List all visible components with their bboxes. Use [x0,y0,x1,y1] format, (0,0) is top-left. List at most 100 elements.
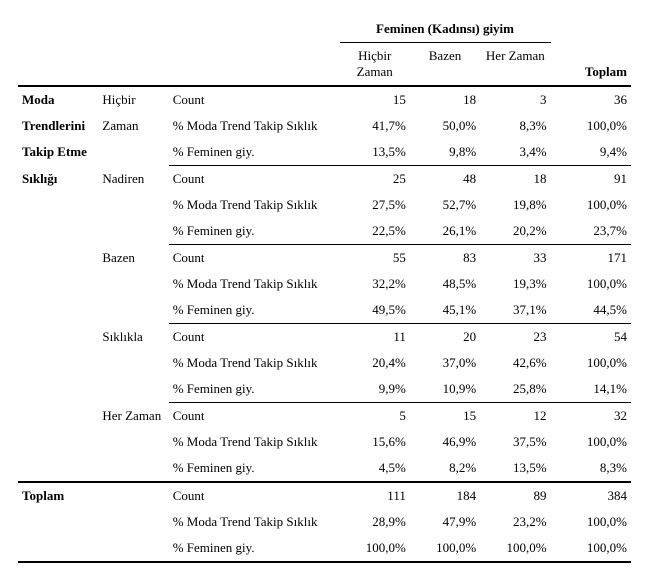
metric-count: Count [169,324,340,351]
cell: 52,7% [410,192,480,218]
cell: 44,5% [551,297,631,324]
metric-pct-fem: % Feminen giy. [169,297,340,324]
cell: 48 [410,166,480,193]
cell: 23,2% [480,509,550,535]
cell: 37,0% [410,350,480,376]
cell: 54 [551,324,631,351]
metric-count: Count [169,86,340,113]
cell: 37,1% [480,297,550,324]
metric-count: Count [169,245,340,272]
cell: 47,9% [410,509,480,535]
cell: 23 [480,324,550,351]
cell: 41,7% [340,113,410,139]
cell: 171 [551,245,631,272]
metric-pct-fem: % Feminen giy. [169,455,340,482]
col-header-3: Her Zaman [480,43,550,87]
cell: 8,2% [410,455,480,482]
cell: 10,9% [410,376,480,403]
cell: 27,5% [340,192,410,218]
cell: 15 [340,86,410,113]
cell: 55 [340,245,410,272]
cell: 100,0% [551,113,631,139]
group-4-label-0: Her Zaman [98,403,168,430]
cell: 8,3% [480,113,550,139]
cell: 100,0% [551,350,631,376]
cell: 100,0% [480,535,550,562]
metric-count: Count [169,166,340,193]
metric-count: Count [169,482,340,509]
cell: 33 [480,245,550,272]
crosstab-table: Feminen (Kadınsı) giyim Hiçbir Zaman Baz… [18,16,631,563]
metric-pct-trend: % Moda Trend Takip Sıklık [169,192,340,218]
cell: 13,5% [340,139,410,166]
cell: 20,2% [480,218,550,245]
metric-pct-trend: % Moda Trend Takip Sıklık [169,509,340,535]
cell: 5 [340,403,410,430]
cell: 13,5% [480,455,550,482]
cell: 100,0% [551,509,631,535]
metric-pct-trend: % Moda Trend Takip Sıklık [169,350,340,376]
cell: 15 [410,403,480,430]
group-0-label-0: Hiçbir [98,86,168,113]
cell: 45,1% [410,297,480,324]
cell: 11 [340,324,410,351]
cell: 19,8% [480,192,550,218]
cell: 15,6% [340,429,410,455]
group-1-label-0: Nadiren [98,166,168,193]
cell: 28,9% [340,509,410,535]
total-label: Toplam [18,482,98,509]
row-variable-label: Moda [18,86,98,113]
cell: 19,3% [480,271,550,297]
col-header-total: Toplam [551,43,631,87]
cell: 25 [340,166,410,193]
cell: 25,8% [480,376,550,403]
cell: 100,0% [551,271,631,297]
cell: 46,9% [410,429,480,455]
metric-pct-trend: % Moda Trend Takip Sıklık [169,429,340,455]
cell: 36 [551,86,631,113]
cell: 50,0% [410,113,480,139]
cell: 22,5% [340,218,410,245]
cell: 32,2% [340,271,410,297]
metric-pct-fem: % Feminen giy. [169,376,340,403]
cell: 9,8% [410,139,480,166]
cell: 100,0% [551,429,631,455]
cell: 4,5% [340,455,410,482]
cell: 20 [410,324,480,351]
row-variable-label: Sıklığı [18,166,98,193]
cell: 8,3% [551,455,631,482]
col-header-1: Hiçbir Zaman [340,43,410,87]
cell: 18 [480,166,550,193]
cell: 18 [410,86,480,113]
cell: 100,0% [551,535,631,562]
metric-pct-fem: % Feminen giy. [169,535,340,562]
cell: 12 [480,403,550,430]
cell: 100,0% [551,192,631,218]
cell: 83 [410,245,480,272]
cell: 89 [480,482,550,509]
cell: 37,5% [480,429,550,455]
cell: 3 [480,86,550,113]
cell: 48,5% [410,271,480,297]
cell: 100,0% [340,535,410,562]
cell: 384 [551,482,631,509]
cell: 9,4% [551,139,631,166]
metric-pct-fem: % Feminen giy. [169,218,340,245]
cell: 23,7% [551,218,631,245]
cell: 9,9% [340,376,410,403]
group-2-label-0: Bazen [98,245,168,272]
cell: 14,1% [551,376,631,403]
metric-count: Count [169,403,340,430]
cell: 100,0% [410,535,480,562]
metric-pct-trend: % Moda Trend Takip Sıklık [169,271,340,297]
group-0-label-1: Zaman [98,113,168,139]
cell: 49,5% [340,297,410,324]
col-header-2: Bazen [410,43,480,87]
metric-pct-trend: % Moda Trend Takip Sıklık [169,113,340,139]
cell: 111 [340,482,410,509]
row-variable-label: Trendlerini [18,113,98,139]
cell: 32 [551,403,631,430]
cell: 91 [551,166,631,193]
group-3-label-0: Sıklıkla [98,324,168,351]
cell: 42,6% [480,350,550,376]
